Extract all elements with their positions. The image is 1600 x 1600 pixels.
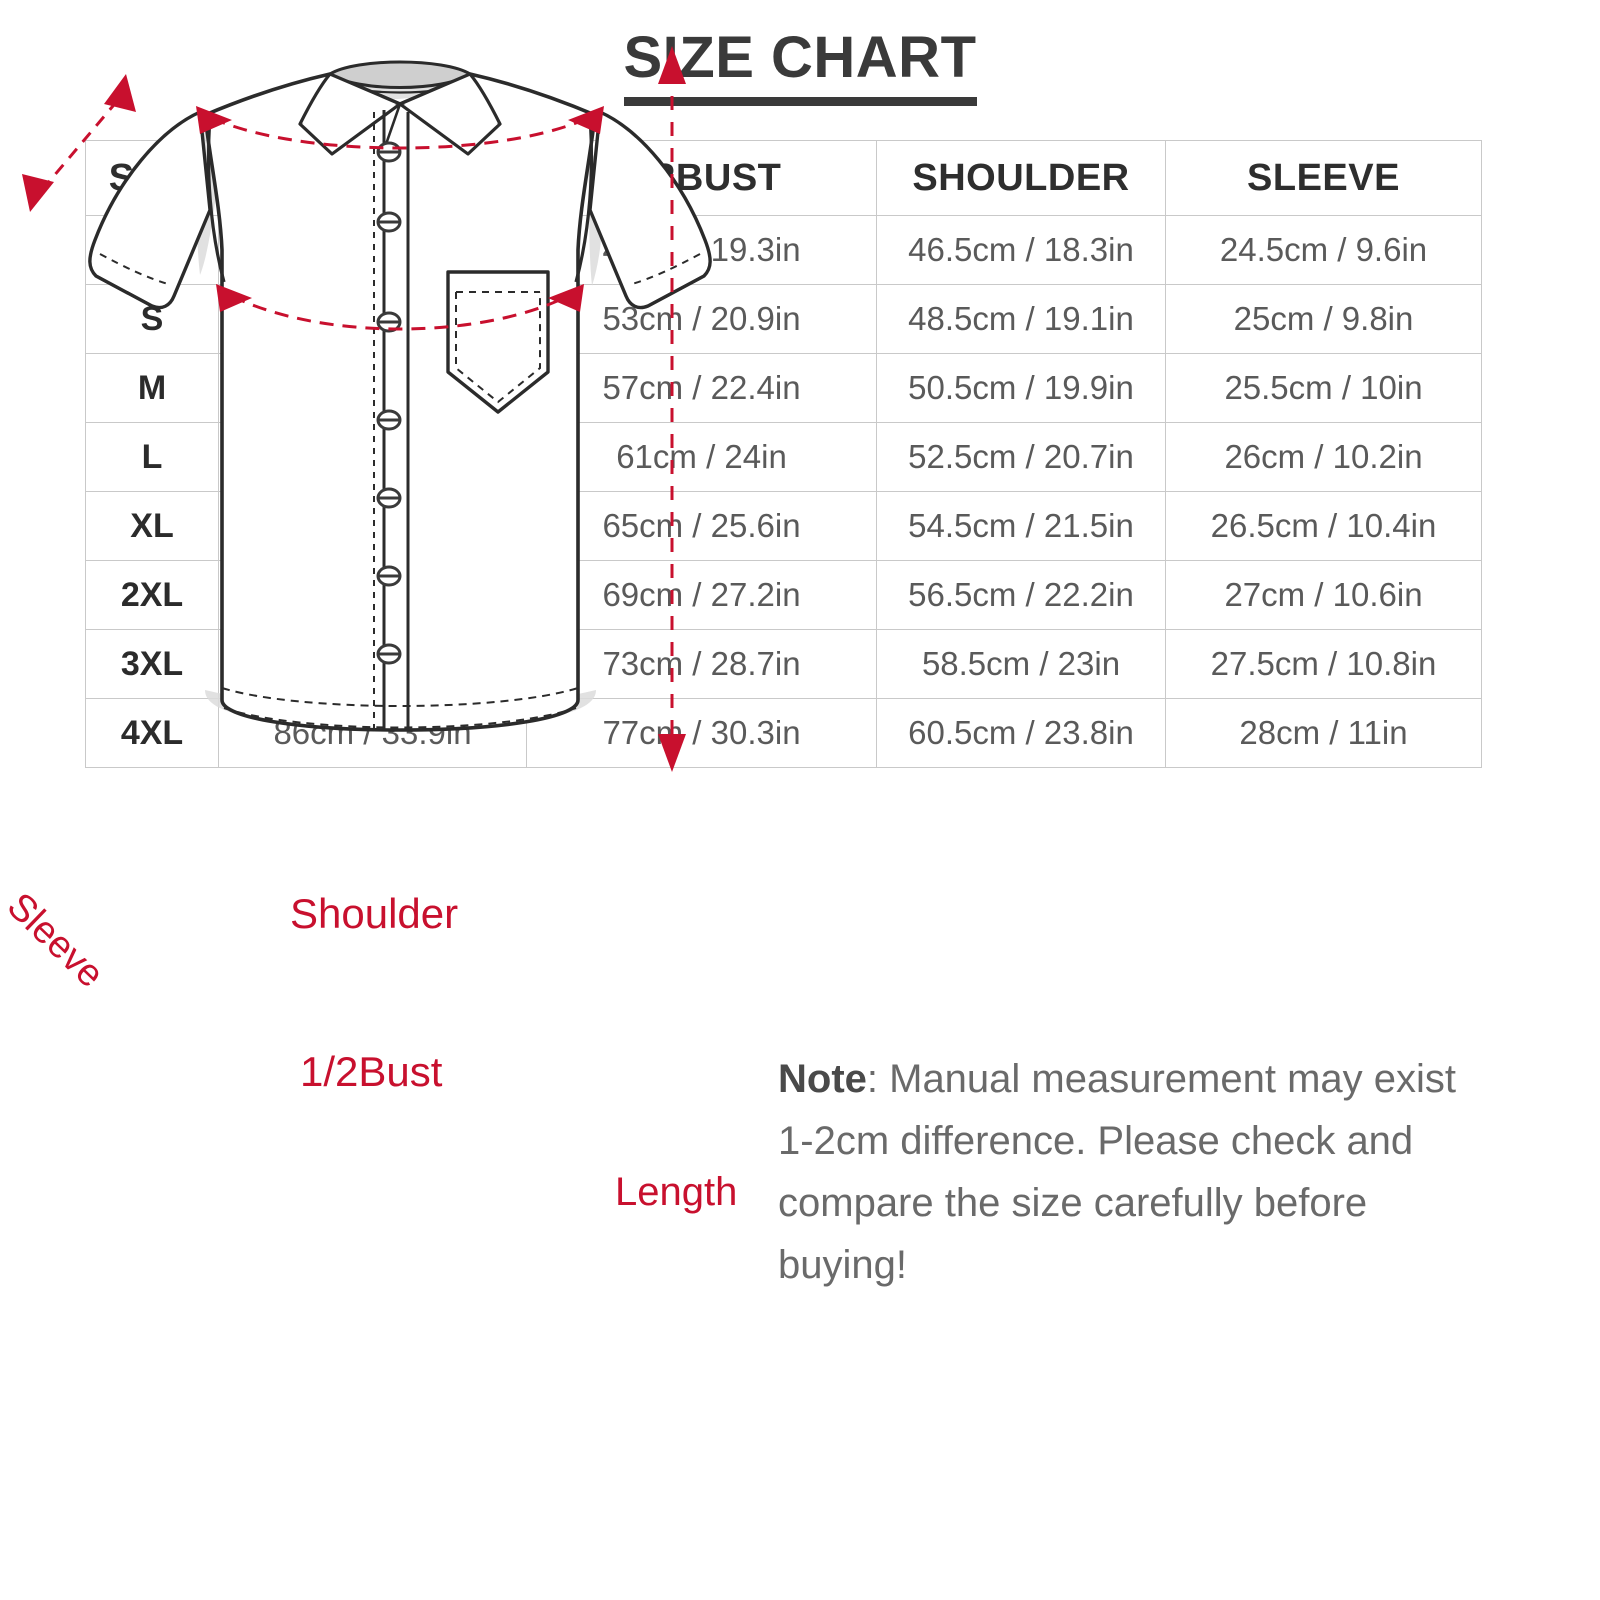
bust-arrow-left <box>216 284 252 312</box>
button-slots <box>378 150 400 656</box>
cell-size: 4XL <box>85 698 219 768</box>
cell-sleeve: 25.5cm / 10in <box>1165 353 1482 423</box>
cell-sleeve: 25cm / 9.8in <box>1165 284 1482 354</box>
cell-bust: 57cm / 22.4in <box>526 353 877 423</box>
cell-shoulder: 60.5cm / 23.8in <box>876 698 1166 768</box>
shirt-measurement-diagram <box>22 46 712 772</box>
cell-sleeve: 28cm / 11in <box>1165 698 1482 768</box>
right-sleeve <box>588 110 712 310</box>
shoulder-label: Shoulder <box>290 890 459 937</box>
cell-sleeve: 24.5cm / 9.6in <box>1165 215 1482 285</box>
sleeve-label: Sleeve <box>0 885 112 996</box>
cell-shoulder: 56.5cm / 22.2in <box>876 560 1166 630</box>
cell-sleeve: 26.5cm / 10.4in <box>1165 491 1482 561</box>
note-label: Note <box>778 1057 867 1101</box>
cell-bust: 61cm / 24in <box>526 422 877 492</box>
right-cuff-stitch <box>631 253 701 285</box>
cell-bust: 77cm / 30.3in <box>526 698 877 768</box>
sleeve-arrow-lower <box>22 174 54 212</box>
right-cuff-edge <box>647 274 705 308</box>
cell-size: L <box>85 422 219 492</box>
length-arrow-bottom <box>658 734 686 772</box>
cell-sleeve: 27.5cm / 10.8in <box>1165 629 1482 699</box>
cell-bust: 69cm / 27.2in <box>526 560 877 630</box>
shoulder-arrow-left <box>196 106 232 134</box>
cell-shoulder: 58.5cm / 23in <box>876 629 1166 699</box>
sleeve-arrow-upper <box>104 74 136 112</box>
cell-size: 2XL <box>85 560 219 630</box>
cell-sleeve: 26cm / 10.2in <box>1165 422 1482 492</box>
shoulder-arrow-right <box>568 106 604 134</box>
chest-pocket <box>446 270 550 414</box>
length-label: Length <box>615 1170 738 1214</box>
column-header-shoulder: SHOULDER <box>876 140 1166 216</box>
shoulder-measure-line <box>211 116 589 150</box>
left-cuff-stitch <box>99 253 169 285</box>
left-armhole-seam <box>206 117 226 283</box>
cell-sleeve: 27cm / 10.6in <box>1165 560 1482 630</box>
left-cuff-edge <box>95 274 153 308</box>
note-text: : Manual measurement may exist 1-2cm dif… <box>778 1057 1457 1287</box>
shirt-body <box>203 72 597 732</box>
length-arrow-top <box>658 46 686 84</box>
bust-arrow-right <box>548 284 584 312</box>
cell-shoulder: 46.5cm / 18.3in <box>876 215 1166 285</box>
measurement-note: Note: Manual measurement may exist 1-2cm… <box>778 1048 1478 1296</box>
cell-shoulder: 50.5cm / 19.9in <box>876 353 1166 423</box>
bust-measure-line <box>231 294 569 331</box>
cell-shoulder: 48.5cm / 19.1in <box>876 284 1166 354</box>
bust-label: 1/2Bust <box>300 1048 443 1095</box>
cell-bust: 53cm / 20.9in <box>526 284 877 354</box>
right-armhole-seam <box>574 117 594 283</box>
cell-shoulder: 54.5cm / 21.5in <box>876 491 1166 561</box>
column-header-sleeve: SLEEVE <box>1165 140 1482 216</box>
pocket-edge-stitch <box>455 292 541 404</box>
left-sleeve <box>88 110 212 310</box>
cell-size: M <box>85 353 219 423</box>
sleeve-measure-line <box>40 99 120 191</box>
right-collar-point <box>399 102 502 156</box>
cell-size: XL <box>85 491 219 561</box>
cell-shoulder: 52.5cm / 20.7in <box>876 422 1166 492</box>
cell-size: 3XL <box>85 629 219 699</box>
